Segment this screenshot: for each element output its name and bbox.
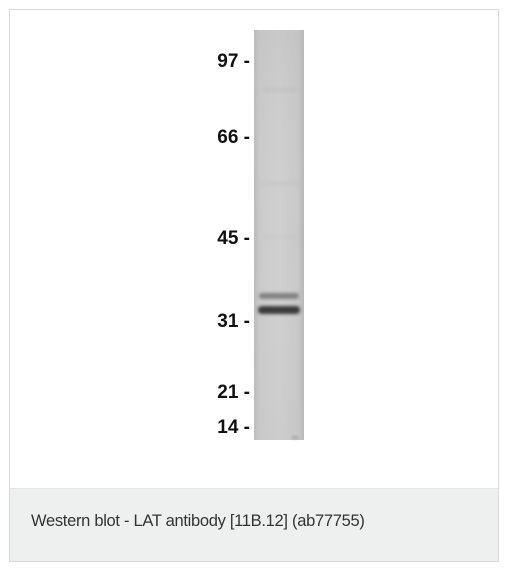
marker-label-45: 45 - (217, 228, 250, 249)
faint-band (262, 182, 298, 185)
marker-label-31: 31 - (217, 311, 250, 332)
western-blot-image (254, 30, 304, 440)
caption-bar: Western blot - LAT antibody [11B.12] (ab… (10, 488, 498, 561)
dye-front (292, 436, 298, 439)
faint-band (262, 235, 298, 238)
image-caption: Western blot - LAT antibody [11B.12] (ab… (31, 512, 365, 530)
marker-label-21: 21 - (217, 382, 250, 403)
marker-label-14: 14 - (217, 417, 250, 438)
marker-label-97: 97 - (217, 51, 250, 72)
faint-band (262, 88, 298, 91)
protein-band-main (258, 306, 300, 314)
western-blot-figure: 97 - 66 - 45 - 31 - 21 - 14 - (10, 10, 498, 488)
image-card: 97 - 66 - 45 - 31 - 21 - 14 - Western bl… (9, 9, 499, 562)
marker-label-66: 66 - (217, 127, 250, 148)
protein-band-upper (259, 293, 299, 299)
